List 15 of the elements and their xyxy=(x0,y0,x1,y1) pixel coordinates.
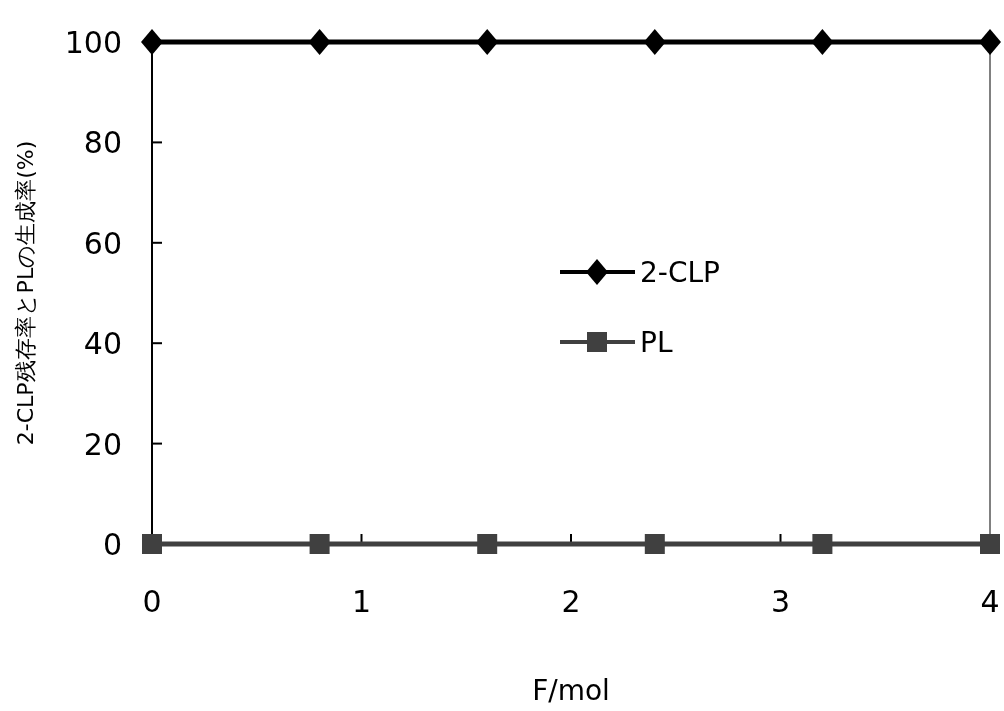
x-tick-label: 4 xyxy=(980,584,1000,619)
x-tick-label: 2 xyxy=(561,584,581,619)
legend-label: PL xyxy=(640,326,673,359)
y-tick-label: 40 xyxy=(83,326,122,362)
y-tick-label: 60 xyxy=(83,225,122,261)
y-tick-label: 80 xyxy=(83,125,122,161)
y-tick-label: 100 xyxy=(64,25,122,60)
y-axis-title: 2-CLP残存率とPLの生成率(%) xyxy=(13,140,38,446)
y-tick-label: 0 xyxy=(102,527,122,562)
x-axis-title: F/mol xyxy=(532,674,610,707)
x-tick-label: 0 xyxy=(142,584,162,619)
y-tick-label: 20 xyxy=(83,426,122,462)
x-tick-label: 1 xyxy=(351,584,372,619)
x-tick-label: 3 xyxy=(770,584,791,619)
legend-label: 2-CLP xyxy=(640,256,720,289)
